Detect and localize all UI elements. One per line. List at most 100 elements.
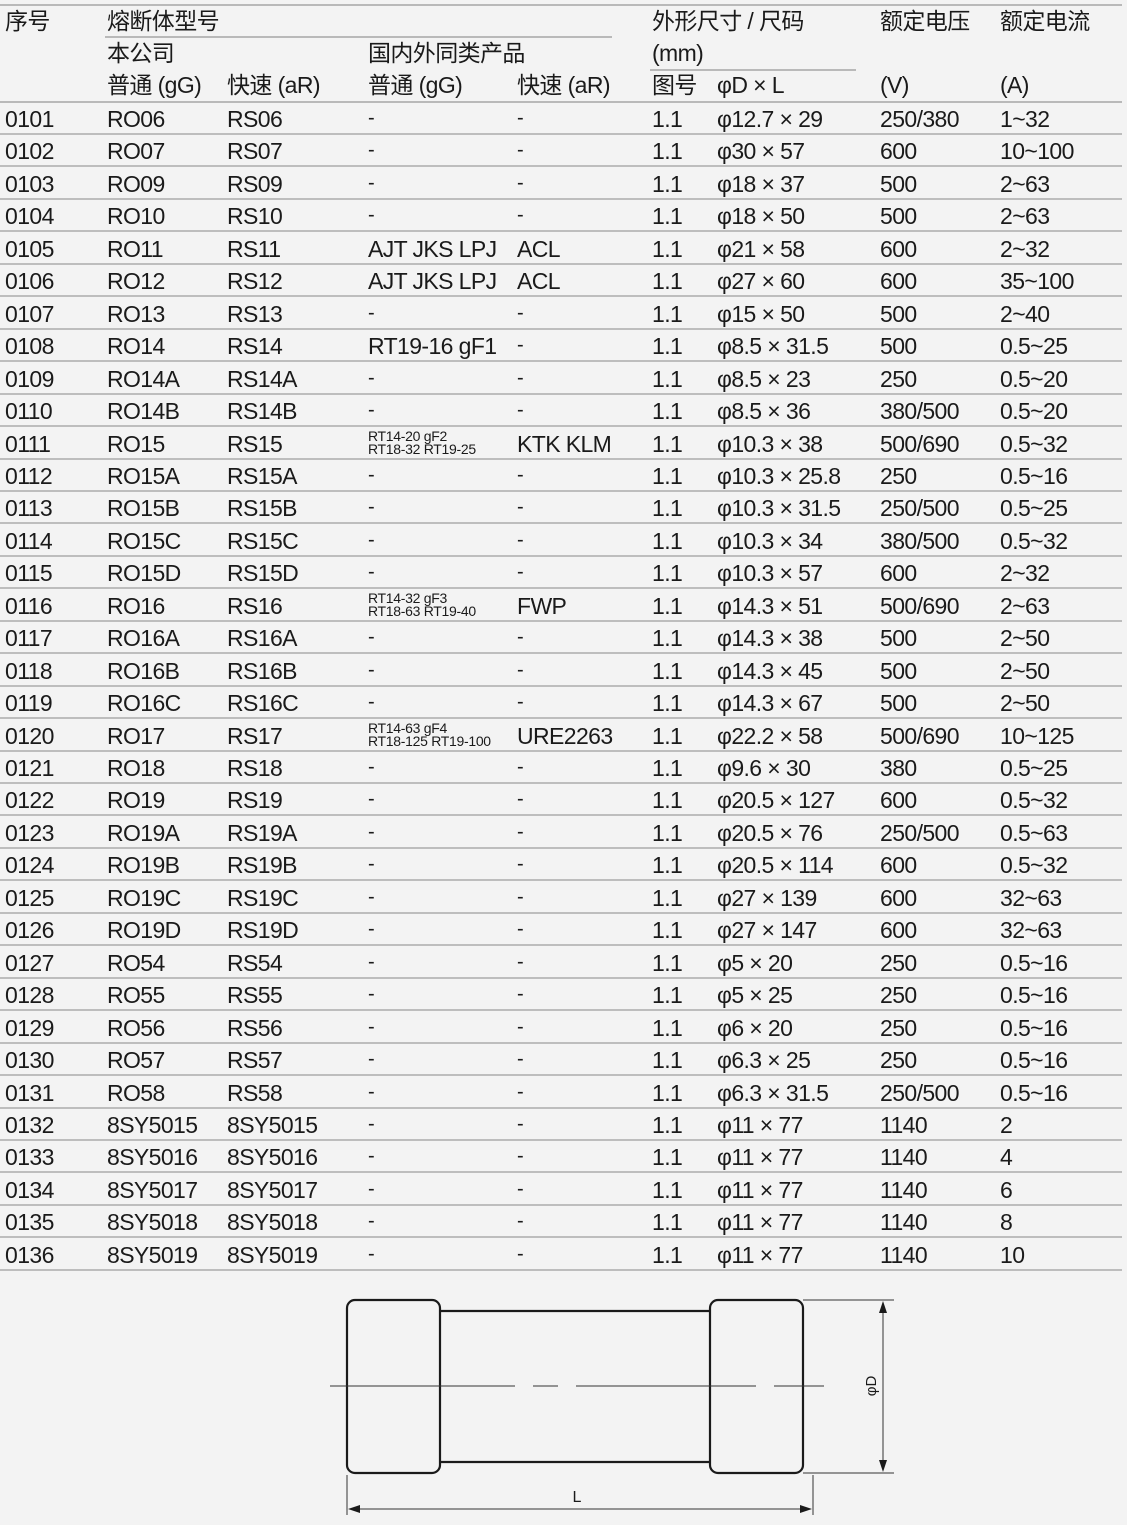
cell-similar-gg: -	[368, 756, 375, 778]
cell-dimensions: φ8.5 × 31.5	[717, 333, 829, 360]
cell-no: 0116	[5, 592, 53, 619]
cell-current: 2~63	[1000, 203, 1050, 230]
cell-figure-no: 1.1	[652, 495, 683, 522]
cell-current: 6	[1000, 1176, 1013, 1203]
cell-figure-no: 1.1	[652, 398, 683, 425]
cell-figure-no: 1.1	[652, 917, 683, 944]
cell-similar-ar: -	[517, 820, 524, 843]
header-rated-voltage: 额定电压	[880, 8, 970, 34]
cell-voltage: 1140	[880, 1241, 928, 1268]
cell-voltage: 1140	[880, 1144, 928, 1171]
cell-voltage: 250/500	[880, 495, 960, 522]
cell-similar-gg: AJT JKS LPJ	[368, 235, 497, 262]
cell-similar-gg: -	[368, 1015, 375, 1038]
cell-company-ar: RS16A	[227, 625, 297, 652]
table-row: 0129 RO56 RS56 - - 1.1 φ6 × 20 250 0.5~16	[0, 1011, 1122, 1044]
cell-dimensions: φ10.3 × 31.5	[717, 495, 841, 522]
row-divider	[0, 197, 1122, 200]
cell-no: 0134	[5, 1176, 54, 1203]
row-divider	[0, 133, 1122, 135]
cell-voltage: 500/690	[880, 722, 960, 749]
cell-company-ar: RS19D	[227, 917, 299, 944]
cell-similar-ar: -	[517, 334, 524, 357]
cell-company-ar: RS57	[227, 1047, 283, 1074]
cell-figure-no: 1.1	[652, 365, 683, 392]
cell-figure-no: 1.1	[652, 1014, 683, 1041]
cell-current: 2~63	[1000, 592, 1050, 619]
cell-no: 0108	[5, 333, 54, 360]
row-divider	[0, 782, 1122, 784]
table-row: 0119 RO16C RS16C - - 1.1 φ14.3 × 67 500 2~50	[0, 686, 1122, 720]
cell-current: 0.5~16	[1000, 949, 1068, 976]
cell-current: 4	[1000, 1144, 1013, 1171]
cell-company-gg: RO15C	[107, 527, 181, 554]
cell-no: 0104	[5, 203, 54, 230]
row-divider	[0, 230, 1122, 233]
table-row: 0116 RO16 RS16 RT14-32 gF3 RT18-63 RT19-40 F…	[0, 589, 1122, 622]
cell-similar-gg: AJT JKS LPJ	[368, 268, 497, 295]
cell-similar-ar: -	[517, 658, 524, 681]
fuse-dimension-drawing: φD L	[330, 1298, 894, 1515]
table-row: 0105 RO11 RS11 AJT JKS LPJ ACL 1.1 φ21 × 58 600…	[0, 232, 1122, 265]
cell-no: 0131	[5, 1079, 54, 1106]
cell-company-gg: RO10	[107, 203, 165, 230]
cell-voltage: 500	[880, 625, 917, 652]
cell-company-ar: RS19C	[227, 884, 299, 911]
cell-no: 0120	[5, 722, 54, 749]
cell-similar-ar: -	[517, 853, 524, 876]
cell-similar-gg: -	[368, 561, 375, 584]
row-divider	[0, 814, 1122, 817]
cell-voltage: 380/500	[880, 398, 960, 425]
cell-similar-gg: -	[368, 1210, 375, 1233]
cell-current: 0.5~20	[1000, 365, 1068, 392]
cell-company-gg: 8SY5017	[107, 1176, 198, 1203]
cell-similar-gg: -	[368, 1242, 375, 1265]
cell-company-gg: RO11	[107, 235, 164, 262]
header-company-gg: 普通 (gG)	[107, 72, 202, 98]
header-figure-no: 图号	[652, 72, 697, 98]
cell-company-ar: RS14A	[227, 365, 297, 392]
cell-company-ar: RS06	[227, 106, 283, 132]
cell-figure-no: 1.1	[652, 1079, 683, 1106]
cell-figure-no: 1.1	[652, 884, 683, 911]
cell-similar-gg: -	[368, 885, 375, 908]
row-divider	[0, 360, 1122, 363]
cell-similar-gg: -	[368, 366, 375, 389]
cell-company-ar: 8SY5015	[227, 1111, 318, 1138]
cell-company-gg: RO15A	[107, 462, 180, 489]
cell-company-ar: RS15A	[227, 462, 297, 489]
cell-similar-ar: -	[517, 756, 524, 778]
cell-similar-ar: -	[517, 1242, 524, 1265]
table-row: 0115 RO15D RS15D - - 1.1 φ10.3 × 57 600 2~32	[0, 556, 1122, 590]
cell-figure-no: 1.1	[652, 106, 683, 132]
cell-similar-gg: -	[368, 204, 375, 227]
cell-figure-no: 1.1	[652, 755, 683, 781]
cell-no: 0114	[5, 527, 53, 554]
cell-company-gg: 8SY5018	[107, 1209, 198, 1236]
cell-similar-gg: -	[368, 918, 375, 941]
cell-no: 0106	[5, 268, 54, 295]
cell-no: 0125	[5, 884, 54, 911]
cell-similar-gg: -	[368, 528, 375, 551]
cell-company-ar: RS19	[227, 787, 283, 814]
header-rule-model	[105, 36, 612, 38]
cell-dimensions: φ6 × 20	[717, 1014, 793, 1041]
cell-company-ar: RS07	[227, 138, 283, 165]
cell-figure-no: 1.1	[652, 138, 683, 165]
cell-voltage: 250/500	[880, 819, 960, 846]
cell-similar-gg: -	[368, 1145, 375, 1168]
cell-no: 0119	[5, 690, 53, 717]
header-fuse-model: 熔断体型号	[107, 8, 220, 34]
cell-dimensions: φ22.2 × 58	[717, 722, 823, 749]
table-top-rule	[0, 4, 1122, 6]
cell-figure-no: 1.1	[652, 982, 683, 1009]
cell-company-gg: 8SY5015	[107, 1111, 198, 1138]
cell-dimensions: φ6.3 × 31.5	[717, 1079, 829, 1106]
cell-company-gg: RO18	[107, 755, 165, 781]
cell-voltage: 500	[880, 333, 917, 360]
cell-no: 0112	[5, 462, 53, 489]
cell-dimensions: φ10.3 × 38	[717, 430, 823, 457]
cell-dimensions: φ11 × 77	[717, 1111, 803, 1138]
cell-dimensions: φ21 × 58	[717, 235, 805, 262]
row-divider	[0, 489, 1122, 492]
